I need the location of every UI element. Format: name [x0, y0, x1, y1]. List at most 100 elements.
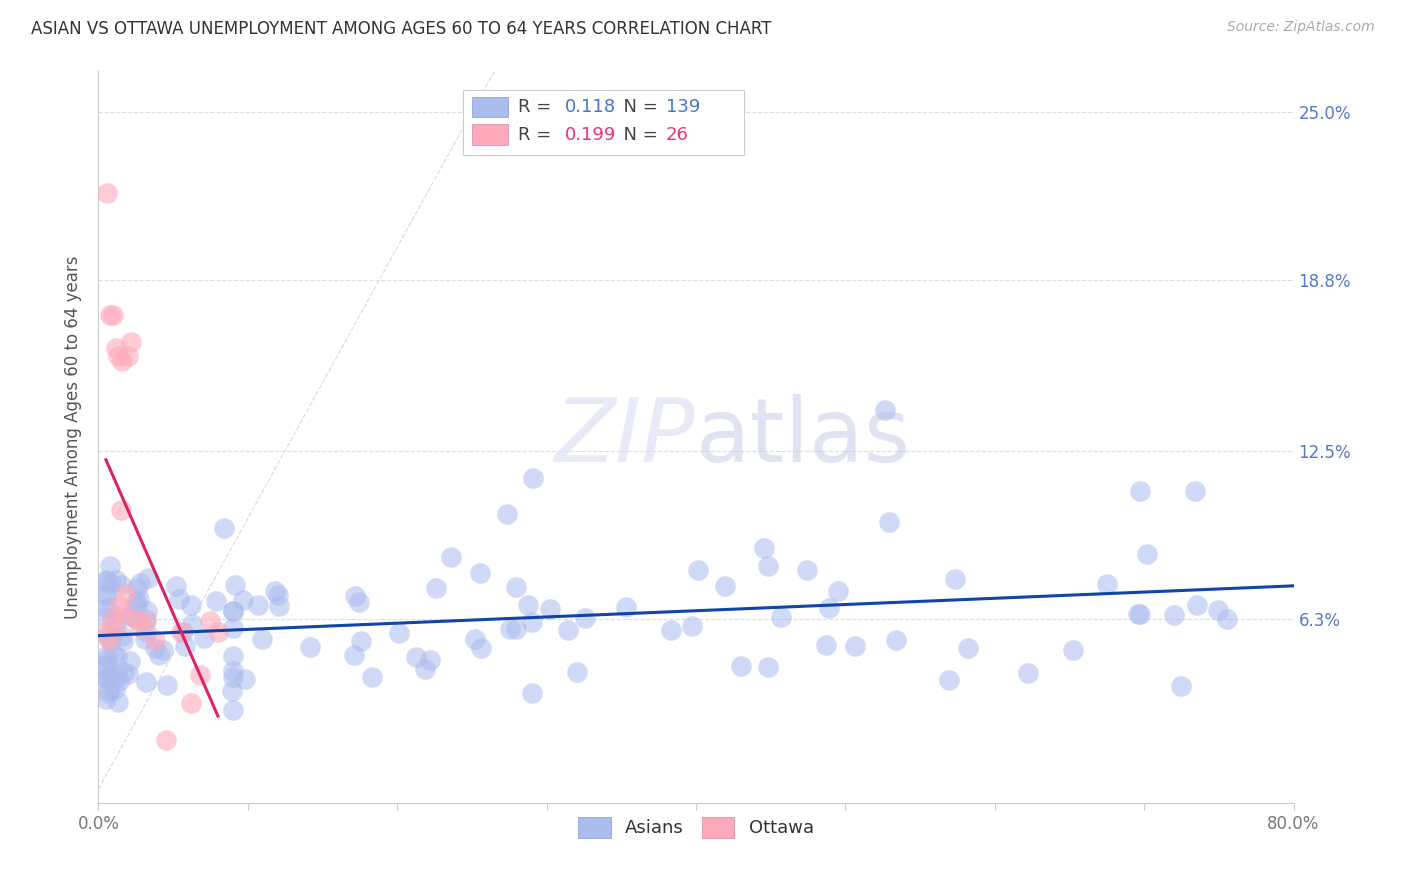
Point: [1163, 608, 1185, 623]
Text: R =: R =: [517, 98, 557, 116]
Point: [440, 550, 463, 565]
Point: [94, 658, 117, 673]
Point: [263, 583, 285, 598]
Point: [135, 615, 157, 629]
Point: [361, 670, 384, 684]
FancyBboxPatch shape: [472, 97, 509, 118]
Point: [100, 633, 122, 648]
Point: [143, 633, 166, 648]
Point: [207, 625, 229, 640]
Point: [752, 541, 775, 556]
Point: [107, 349, 129, 363]
Point: [135, 624, 157, 639]
Text: Source: ZipAtlas.com: Source: ZipAtlas.com: [1227, 20, 1375, 34]
Point: [188, 668, 211, 682]
Point: [103, 308, 125, 322]
Text: N =: N =: [613, 98, 664, 116]
Point: [470, 641, 492, 656]
Point: [538, 601, 561, 615]
Point: [1170, 679, 1192, 693]
Point: [884, 633, 907, 648]
Point: [108, 674, 131, 689]
Point: [96, 573, 118, 587]
Point: [122, 609, 145, 624]
Point: [169, 625, 191, 640]
Point: [419, 653, 441, 667]
Point: [105, 671, 128, 685]
Point: [110, 503, 132, 517]
Point: [193, 631, 215, 645]
Point: [505, 580, 527, 594]
Point: [104, 620, 127, 634]
Point: [212, 521, 235, 535]
Point: [94, 692, 117, 706]
Point: [232, 592, 254, 607]
Point: [120, 654, 142, 668]
Point: [818, 600, 841, 615]
Point: [180, 616, 202, 631]
Point: [94, 588, 117, 602]
FancyBboxPatch shape: [472, 124, 509, 145]
Point: [796, 563, 818, 577]
Point: [96, 186, 118, 201]
Point: [756, 660, 779, 674]
Point: [125, 581, 148, 595]
Point: [222, 703, 245, 717]
Point: [112, 606, 135, 620]
Point: [222, 621, 245, 635]
Point: [180, 696, 202, 710]
Legend: Asians, Ottawa: Asians, Ottawa: [571, 810, 821, 845]
Point: [117, 349, 139, 363]
Point: [873, 403, 896, 417]
Point: [222, 670, 245, 684]
Text: 0.199: 0.199: [565, 126, 616, 144]
Point: [496, 508, 519, 522]
Point: [814, 638, 837, 652]
Point: [1208, 603, 1230, 617]
Point: [96, 671, 118, 685]
Text: 0.118: 0.118: [565, 98, 616, 116]
Point: [117, 667, 139, 681]
Point: [101, 611, 124, 625]
Point: [135, 612, 157, 626]
Point: [105, 573, 128, 587]
Point: [173, 639, 195, 653]
Point: [118, 608, 141, 623]
Point: [1062, 643, 1084, 657]
Point: [246, 599, 269, 613]
Point: [108, 598, 131, 612]
Point: [135, 675, 157, 690]
Point: [103, 647, 125, 661]
Point: [405, 649, 427, 664]
Point: [167, 591, 190, 606]
Point: [222, 604, 245, 618]
FancyBboxPatch shape: [463, 90, 744, 155]
Point: [250, 632, 273, 646]
Point: [134, 632, 156, 646]
Point: [98, 308, 122, 322]
Point: [614, 599, 637, 614]
Point: [499, 622, 522, 636]
Point: [267, 588, 290, 602]
Text: ZIP: ZIP: [555, 394, 696, 480]
Point: [107, 649, 129, 664]
Point: [97, 686, 120, 700]
Point: [468, 566, 491, 581]
Point: [350, 633, 373, 648]
Point: [522, 686, 544, 700]
Point: [505, 622, 527, 636]
Point: [128, 576, 150, 591]
Point: [224, 578, 246, 592]
Text: ASIAN VS OTTAWA UNEMPLOYMENT AMONG AGES 60 TO 64 YEARS CORRELATION CHART: ASIAN VS OTTAWA UNEMPLOYMENT AMONG AGES …: [31, 20, 772, 37]
Point: [120, 335, 142, 350]
Point: [522, 615, 544, 630]
Point: [200, 615, 222, 629]
Point: [1095, 577, 1118, 591]
Point: [105, 666, 128, 681]
Point: [129, 620, 152, 634]
Point: [879, 516, 901, 530]
Point: [425, 582, 447, 596]
Point: [94, 662, 117, 676]
Text: 26: 26: [666, 126, 689, 144]
Point: [172, 625, 194, 640]
